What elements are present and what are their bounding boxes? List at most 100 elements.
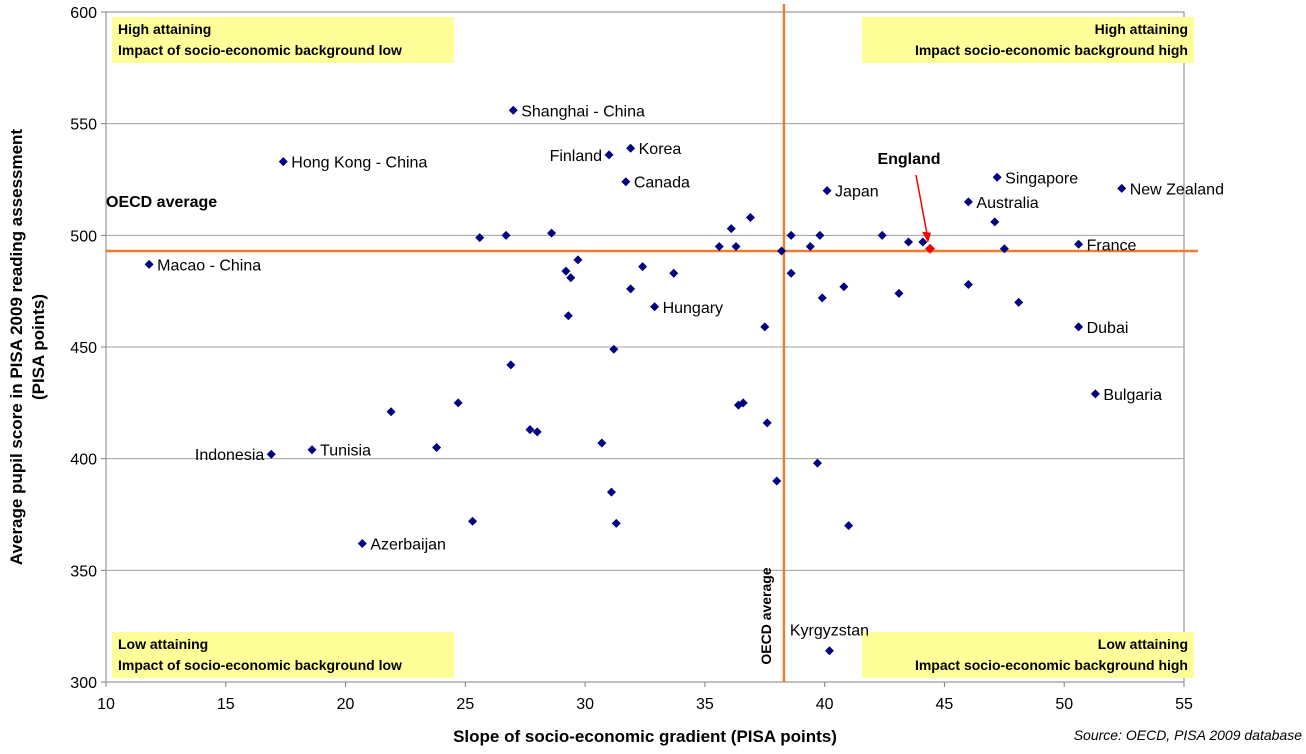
data-point xyxy=(621,177,631,187)
point-labels: Shanghai - China Hong Kong - China Finland… xyxy=(157,103,1224,639)
x-axis-ticks: 10 15 20 25 30 35 40 45 50 55 xyxy=(97,682,1193,713)
quadrant-line-1: Low attaining xyxy=(118,636,208,652)
data-point xyxy=(824,646,834,656)
x-tick-label: 35 xyxy=(696,696,714,713)
data-point xyxy=(468,516,478,526)
data-point xyxy=(606,487,616,497)
x-tick-label: 45 xyxy=(936,696,954,713)
data-point xyxy=(386,407,396,417)
y-tick-label: 450 xyxy=(70,340,97,357)
data-point xyxy=(525,425,535,435)
y-axis-title: Average pupil score in PISA 2009 reading… xyxy=(7,129,48,566)
data-point xyxy=(453,398,463,408)
data-point xyxy=(745,212,755,222)
data-label: Dubai xyxy=(1087,320,1129,337)
x-tick-label: 25 xyxy=(456,696,474,713)
quadrant-line-1: High attaining xyxy=(118,21,211,37)
y-axis-ticks: 300 350 400 450 500 550 600 xyxy=(70,5,106,692)
data-point xyxy=(963,197,973,207)
x-axis-title: Slope of socio-economic gradient (PISA p… xyxy=(453,727,837,746)
x-tick-label: 50 xyxy=(1055,696,1073,713)
quadrant-line-2: Impact of socio-economic background low xyxy=(118,42,402,58)
y-tick-label: 500 xyxy=(70,228,97,245)
data-label: New Zealand xyxy=(1130,181,1224,198)
data-points xyxy=(144,105,1127,656)
data-point xyxy=(918,237,928,247)
data-point xyxy=(844,521,854,531)
quadrant-box xyxy=(862,17,1194,63)
data-point xyxy=(999,244,1009,254)
oecd-average-horizontal-label: OECD average xyxy=(106,194,217,211)
data-label: Kyrgyzstan xyxy=(790,623,869,640)
data-point xyxy=(817,293,827,303)
data-point xyxy=(894,288,904,298)
x-tick-label: 30 xyxy=(576,696,594,713)
data-point xyxy=(638,262,648,272)
quadrant-line-1: High attaining xyxy=(1095,21,1188,37)
y-axis-title-line-1: Average pupil score in PISA 2009 reading… xyxy=(7,129,26,566)
data-point xyxy=(1014,297,1024,307)
data-point xyxy=(812,458,822,468)
data-label: Finland xyxy=(550,148,602,165)
x-tick-label: 40 xyxy=(816,696,834,713)
x-tick-label: 20 xyxy=(337,696,355,713)
data-point xyxy=(1074,239,1084,249)
data-point xyxy=(990,217,1000,227)
data-point xyxy=(877,230,887,240)
data-point xyxy=(714,242,724,251)
data-point xyxy=(786,230,796,240)
data-point xyxy=(650,302,660,312)
data-label: Azerbaijan xyxy=(370,537,446,554)
data-point xyxy=(604,150,614,160)
y-tick-label: 550 xyxy=(70,117,97,134)
data-point xyxy=(506,360,516,370)
data-label: Canada xyxy=(634,175,690,192)
data-point xyxy=(563,311,573,321)
y-axis-title-line-2: (PISA points) xyxy=(29,294,48,400)
quadrant-top-left: High attaining Impact of socio-economic … xyxy=(112,17,454,63)
quadrant-box xyxy=(112,632,454,678)
data-point xyxy=(963,279,973,289)
england-arrow-line xyxy=(915,174,929,240)
quadrant-line-2: Impact of socio-economic background low xyxy=(118,657,402,673)
data-label: Shanghai - China xyxy=(521,103,645,120)
data-label: Korea xyxy=(639,141,682,158)
data-point xyxy=(609,344,619,354)
quadrant-top-right: High attaining Impact socio-economic bac… xyxy=(862,17,1194,63)
x-tick-label: 10 xyxy=(97,696,115,713)
data-point xyxy=(626,143,636,153)
data-point xyxy=(566,273,576,283)
quadrant-line-1: Low attaining xyxy=(1098,636,1188,652)
data-point xyxy=(815,230,825,240)
data-point xyxy=(839,282,849,292)
data-point xyxy=(307,445,317,455)
quadrant-box xyxy=(862,632,1194,678)
y-tick-label: 300 xyxy=(70,675,97,692)
data-point xyxy=(611,518,621,528)
data-label: France xyxy=(1087,237,1137,254)
data-point xyxy=(357,539,367,549)
quadrant-bottom-left: Low attaining Impact of socio-economic b… xyxy=(112,632,454,678)
data-label: Hungary xyxy=(663,300,723,317)
data-label: Japan xyxy=(835,184,879,201)
data-label: Australia xyxy=(976,195,1038,212)
data-label: Macao - China xyxy=(157,257,261,274)
x-tick-label: 55 xyxy=(1175,696,1193,713)
data-point xyxy=(144,259,154,269)
gridlines xyxy=(106,123,1184,571)
data-point xyxy=(738,398,748,408)
oecd-average-vertical-label: OECD average xyxy=(758,567,774,664)
data-point xyxy=(726,224,736,234)
data-point xyxy=(532,427,542,437)
data-point xyxy=(760,322,770,332)
source-note: Source: OECD, PISA 2009 database xyxy=(1073,727,1302,743)
data-point xyxy=(475,233,485,243)
data-point xyxy=(925,243,936,254)
data-point xyxy=(669,268,679,278)
data-label: England xyxy=(877,151,940,168)
x-tick-label: 15 xyxy=(217,696,235,713)
quadrant-line-2: Impact socio-economic background high xyxy=(915,657,1188,673)
england-arrow-head xyxy=(922,231,932,243)
y-tick-label: 600 xyxy=(70,5,97,22)
